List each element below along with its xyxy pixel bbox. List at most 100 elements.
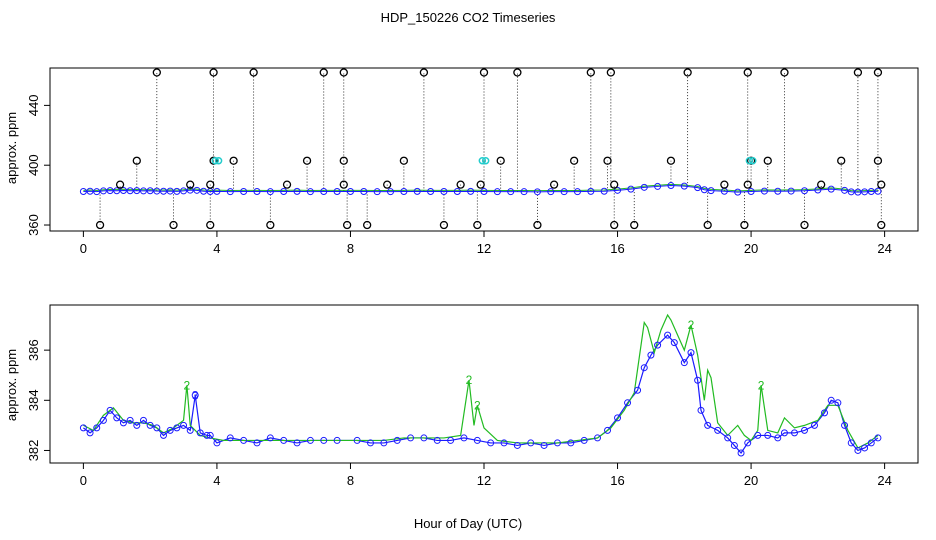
series-3-point [266, 434, 274, 442]
series-3-point [847, 439, 855, 447]
outlier-point [606, 68, 616, 77]
series-2-glyph: 2 [184, 378, 191, 392]
series-3-point [433, 436, 441, 444]
series-3-point [790, 429, 798, 437]
series-1-point [119, 186, 127, 194]
series-3-point [333, 436, 341, 444]
series-3-point [861, 444, 869, 452]
series-3-point [500, 439, 508, 447]
outlier-point [473, 220, 482, 230]
series-1-point [153, 187, 161, 195]
series-3-point [460, 434, 468, 442]
series-3-point [393, 436, 401, 444]
series-1-point [847, 188, 855, 196]
outlier-point [339, 68, 348, 77]
series-3-point [624, 399, 632, 407]
outlier-point [282, 180, 292, 189]
series-1-point [333, 188, 341, 196]
y-tick-label: 400 [26, 154, 41, 176]
series-3-point [186, 426, 194, 434]
series-3-point [540, 441, 548, 449]
series-1-point [573, 188, 581, 196]
x-tick-label: 12 [477, 473, 491, 488]
series-3-point [553, 439, 561, 447]
series-3-point [253, 439, 261, 447]
series-3-point [527, 439, 535, 447]
series-1-point [427, 188, 435, 196]
series-1-point [113, 187, 121, 195]
series-3-point [146, 421, 154, 429]
series-1-point [413, 187, 421, 195]
series-1-point [373, 188, 381, 196]
outlier-point [549, 180, 559, 189]
outlier-point [877, 180, 886, 189]
series-1-point [200, 187, 208, 195]
outlier-point [800, 220, 809, 230]
series-1-point [507, 188, 515, 196]
series-3-point [764, 431, 772, 439]
outlier-point [603, 156, 612, 165]
series-1-point [93, 188, 101, 196]
x-tick-label: 4 [213, 473, 220, 488]
series-3-point [580, 436, 588, 444]
outlier-point [186, 180, 195, 189]
outlier-point [610, 220, 619, 230]
series-3-point [173, 424, 181, 432]
x-tick-label: 20 [744, 241, 758, 256]
chart-title: HDP_150226 CO2 Timeseries [381, 10, 556, 25]
series-1-line [83, 185, 878, 193]
series-1-point [560, 188, 568, 196]
outlier-point [249, 68, 258, 77]
series-3-point [160, 431, 168, 439]
series-3-point [737, 449, 745, 457]
series-1-point [213, 187, 221, 195]
series-3-point [567, 439, 575, 447]
series-3-point [594, 434, 602, 442]
outlier-point [115, 180, 125, 189]
series-1-point [614, 186, 622, 194]
series-1-point [874, 187, 882, 195]
x-tick-label: 20 [744, 473, 758, 488]
series-3-point [704, 421, 712, 429]
series-3-point [604, 426, 612, 434]
series-3-point [811, 421, 819, 429]
series-1-point [734, 188, 742, 196]
cyan-point [745, 156, 754, 165]
outlier-point [817, 180, 826, 189]
outlier-point [209, 68, 218, 77]
outlier-point [496, 156, 505, 165]
outlier-point [743, 180, 752, 189]
y-tick-label: 360 [26, 214, 41, 236]
series-1-point [440, 188, 448, 196]
series-1-point [99, 187, 107, 195]
series-3-point [153, 424, 161, 432]
series-3-point [99, 416, 107, 424]
outlier-point [873, 68, 883, 77]
series-3-point [614, 414, 622, 422]
series-3-point [473, 436, 481, 444]
outlier-point [763, 156, 772, 165]
series-3-point [640, 364, 648, 372]
series-3-point [687, 349, 695, 357]
series-1-point [240, 188, 248, 196]
series-3-point [874, 434, 882, 442]
series-1-point [266, 188, 274, 196]
series-3-point [196, 429, 204, 437]
outlier-point [132, 156, 141, 165]
series-1-point [86, 187, 94, 195]
outlier-point [476, 180, 485, 189]
outlier-point [873, 156, 883, 165]
outlier-point [877, 220, 886, 230]
series-1-point [180, 187, 188, 195]
x-tick-label: 16 [610, 473, 624, 488]
series-1-point [193, 186, 201, 194]
series-1-point [667, 182, 675, 190]
series-3-point [226, 434, 234, 442]
series-3-point [724, 434, 732, 442]
series-1-point [841, 186, 849, 194]
outlier-point [229, 156, 238, 165]
series-3-point [487, 439, 495, 447]
series-3-point [841, 421, 849, 429]
series-3-glyph: 3 [192, 388, 199, 402]
